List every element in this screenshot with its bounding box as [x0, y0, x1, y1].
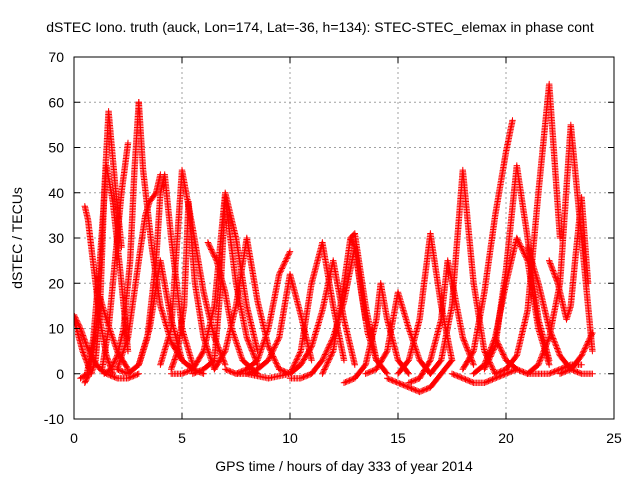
data-arc — [114, 171, 164, 373]
data-arc — [189, 194, 261, 377]
data-arc — [168, 198, 218, 373]
y-axis-label: dSTEC / TECUs — [9, 187, 25, 289]
y-tick-label: 40 — [48, 185, 64, 201]
data-arc — [459, 117, 516, 373]
y-tick-label: 30 — [48, 230, 64, 246]
y-tick-label: 10 — [48, 321, 64, 337]
data-markers — [427, 166, 499, 377]
data-arc — [204, 239, 261, 377]
data-markers — [189, 194, 261, 377]
data-arc — [98, 139, 132, 373]
data-arc — [492, 80, 564, 377]
y-tick-label: 70 — [48, 49, 64, 65]
x-tick-label: 25 — [606, 430, 622, 446]
data-markers — [492, 80, 564, 377]
data-series — [73, 80, 596, 396]
data-markers — [98, 139, 132, 373]
data-markers — [168, 198, 218, 373]
axis-ticks: 0 5 10 15 20 25 -10 0 10 20 30 40 50 60 70 — [44, 49, 622, 446]
data-markers — [524, 243, 596, 377]
data-markers — [546, 194, 592, 323]
data-arc — [211, 234, 283, 373]
data-arc — [556, 329, 596, 377]
y-tick-label: 50 — [48, 140, 64, 156]
data-arc — [524, 243, 596, 377]
x-tick-label: 5 — [178, 430, 186, 446]
data-markers — [232, 271, 315, 377]
x-tick-label: 15 — [390, 430, 406, 446]
data-arc — [232, 271, 315, 377]
y-tick-label: 60 — [48, 94, 64, 110]
data-arc — [427, 166, 499, 377]
data-arc — [101, 99, 142, 377]
y-tick-label: 20 — [48, 275, 64, 291]
x-tick-label: 10 — [282, 430, 298, 446]
data-arc — [546, 194, 592, 323]
data-markers — [114, 171, 164, 373]
data-markers — [556, 329, 596, 377]
data-markers — [204, 239, 261, 377]
y-tick-label: -10 — [44, 411, 64, 427]
data-arc — [384, 357, 456, 396]
data-markers — [448, 366, 520, 386]
data-markers — [384, 357, 456, 396]
x-axis-label: GPS time / hours of day 333 of year 2014 — [215, 458, 473, 474]
x-tick-label: 20 — [498, 430, 514, 446]
y-tick-label: 0 — [56, 366, 64, 382]
x-tick-label: 0 — [70, 430, 78, 446]
data-markers — [101, 99, 142, 377]
data-arc — [448, 366, 520, 386]
data-markers — [211, 234, 283, 373]
chart-title: dSTEC Iono. truth (auck, Lon=174, Lat=-3… — [46, 19, 594, 35]
data-markers — [459, 117, 516, 373]
